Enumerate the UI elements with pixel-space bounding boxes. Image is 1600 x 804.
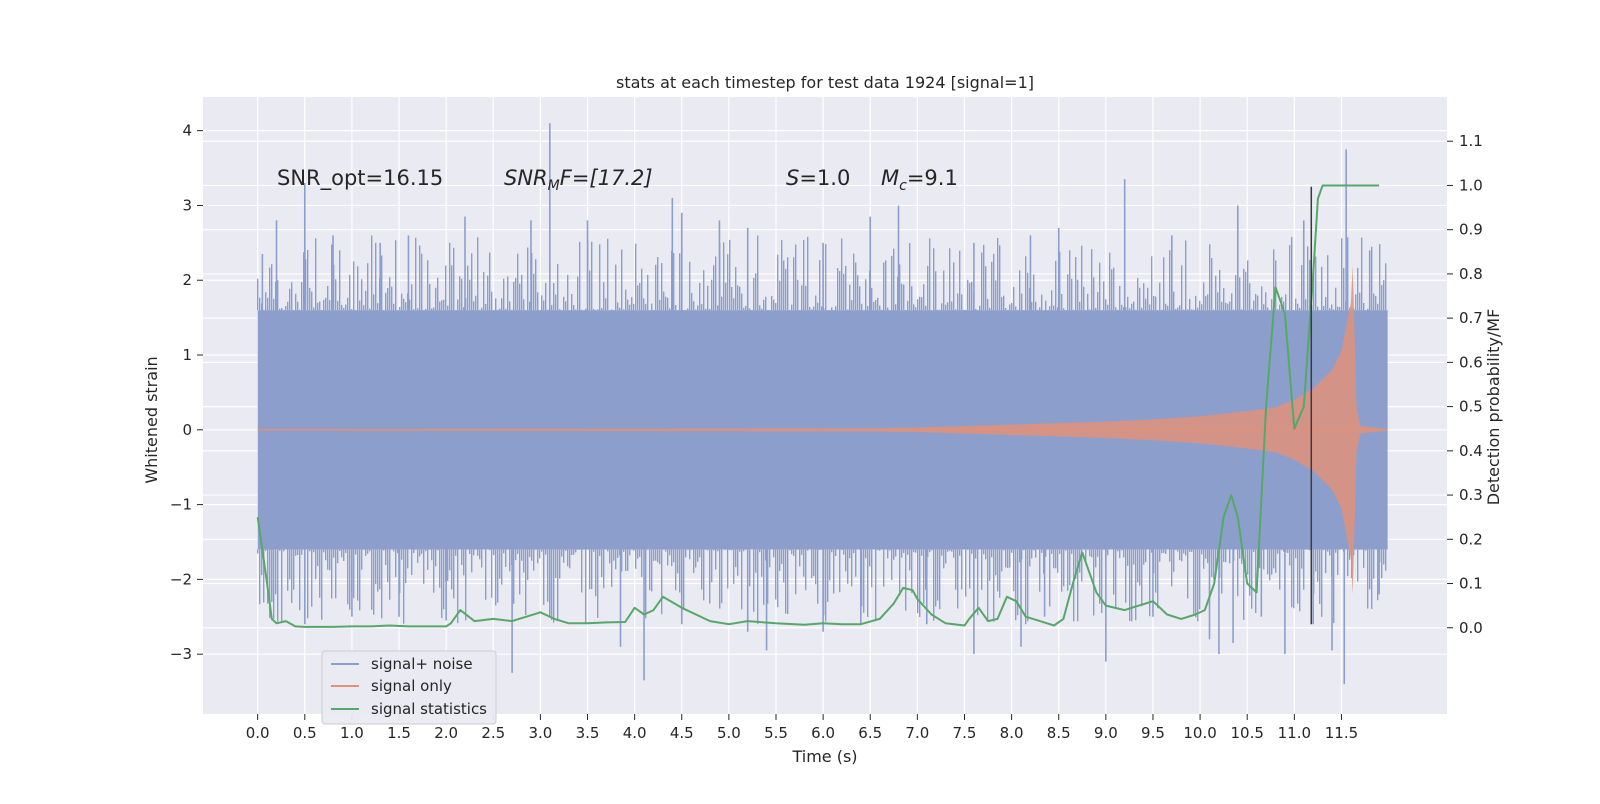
y2-tick-label-2: 0.2	[1459, 530, 1483, 548]
statistics-series	[256, 184, 1380, 628]
legend-box	[321, 650, 497, 725]
x-tick-label-9: 4.5	[670, 724, 694, 742]
y2-tick-label-9: 0.9	[1459, 221, 1483, 239]
legend: signal+ noise signal only signal statist…	[321, 650, 497, 725]
signal-series	[257, 265, 1388, 595]
x-tick-label-0: 0.0	[246, 724, 270, 742]
x-tick-label-21: 10.5	[1231, 724, 1264, 742]
legend-label-noise: signal+ noise	[371, 655, 473, 673]
y-axis-label: Whitened strain	[142, 356, 161, 483]
x-tick-label-11: 5.5	[764, 724, 788, 742]
annotation-mc-subscript: c	[899, 178, 907, 194]
y-tick-label-3: 0	[182, 421, 192, 439]
annotation-mc-value: =9.1	[907, 166, 958, 190]
y-tick-label-5: 2	[182, 271, 192, 289]
x-tick-label-20: 10.0	[1183, 724, 1216, 742]
x-tick-label-3: 1.5	[387, 724, 411, 742]
x-tick-label-23: 11.5	[1325, 724, 1358, 742]
x-tick-label-19: 9.5	[1141, 724, 1165, 742]
annotation-snr-mf-symbol: SNR	[504, 166, 548, 190]
annotation-snr-mf-subscript: M	[548, 178, 560, 194]
x-tick-label-5: 2.5	[481, 724, 505, 742]
x-tick-label-6: 3.0	[528, 724, 552, 742]
y2-tick-label-0: 0.0	[1459, 619, 1483, 637]
legend-label-statistics: signal statistics	[371, 700, 487, 718]
y2-tick-label-6: 0.6	[1459, 353, 1483, 371]
x-tick-label-17: 8.5	[1047, 724, 1071, 742]
y2-tick-label-4: 0.4	[1459, 442, 1483, 460]
y2-tick-label-5: 0.5	[1459, 398, 1483, 416]
x-tick-label-18: 9.0	[1094, 724, 1118, 742]
y2-tick-label-3: 0.3	[1459, 486, 1483, 504]
annotation-mc-symbol: M	[881, 166, 899, 190]
y2-tick-label-8: 0.8	[1459, 265, 1483, 283]
y2-tick-label-1: 0.1	[1459, 575, 1483, 593]
x-tick-label-13: 6.5	[858, 724, 882, 742]
annotation-snr-opt: SNR_opt=16.15	[277, 166, 443, 191]
y-tick-label-7: 4	[182, 122, 192, 140]
x-tick-label-7: 3.5	[576, 724, 600, 742]
annotation-mc: Mc=9.1	[881, 166, 958, 194]
x-tick-label-1: 0.5	[293, 724, 317, 742]
y2-tick-label-11: 1.1	[1459, 132, 1483, 150]
x-axis-label: Time (s)	[791, 747, 857, 766]
y-tick-label-4: 1	[182, 346, 192, 364]
x-tick-label-14: 7.0	[905, 724, 929, 742]
x-tick-label-10: 5.0	[717, 724, 741, 742]
y-tick-label-1: −2	[170, 570, 192, 588]
y2-axis-label: Detection probability/MF	[1484, 309, 1503, 506]
x-tick-label-2: 1.0	[340, 724, 364, 742]
legend-label-signal: signal only	[371, 677, 452, 695]
y-tick-label-2: −1	[170, 496, 192, 514]
x-tick-label-4: 2.0	[434, 724, 458, 742]
annotation-s: S=1.0	[786, 166, 850, 190]
y-tick-label-6: 3	[182, 196, 192, 214]
x-tick-label-22: 11.0	[1278, 724, 1311, 742]
y2-tick-label-7: 0.7	[1459, 309, 1483, 327]
annotation-snr-mf: SNRMF=[17.2]	[504, 166, 653, 194]
x-tick-label-8: 4.0	[623, 724, 647, 742]
y-tick-label-0: −3	[170, 645, 192, 663]
x-tick-label-16: 8.0	[1000, 724, 1024, 742]
chart-title: stats at each timestep for test data 192…	[616, 73, 1034, 92]
noise-spikes-upper	[257, 235, 1387, 311]
annotation-snr-mf-value: F=[17.2]	[560, 166, 653, 190]
annotation-s-symbol: S	[786, 166, 799, 190]
x-tick-label-12: 6.0	[811, 724, 835, 742]
x-tick-label-15: 7.5	[953, 724, 977, 742]
y2-tick-label-10: 1.0	[1459, 176, 1483, 194]
statistics-line	[256, 184, 1380, 628]
annotation-s-value: =1.0	[799, 166, 850, 190]
tick-layer: 0.0 0.5 1.0 1.5 2.0 2.5 3.0 3.5 4.0 4.5 5.0 5.5 6.0 6…	[170, 122, 1483, 742]
